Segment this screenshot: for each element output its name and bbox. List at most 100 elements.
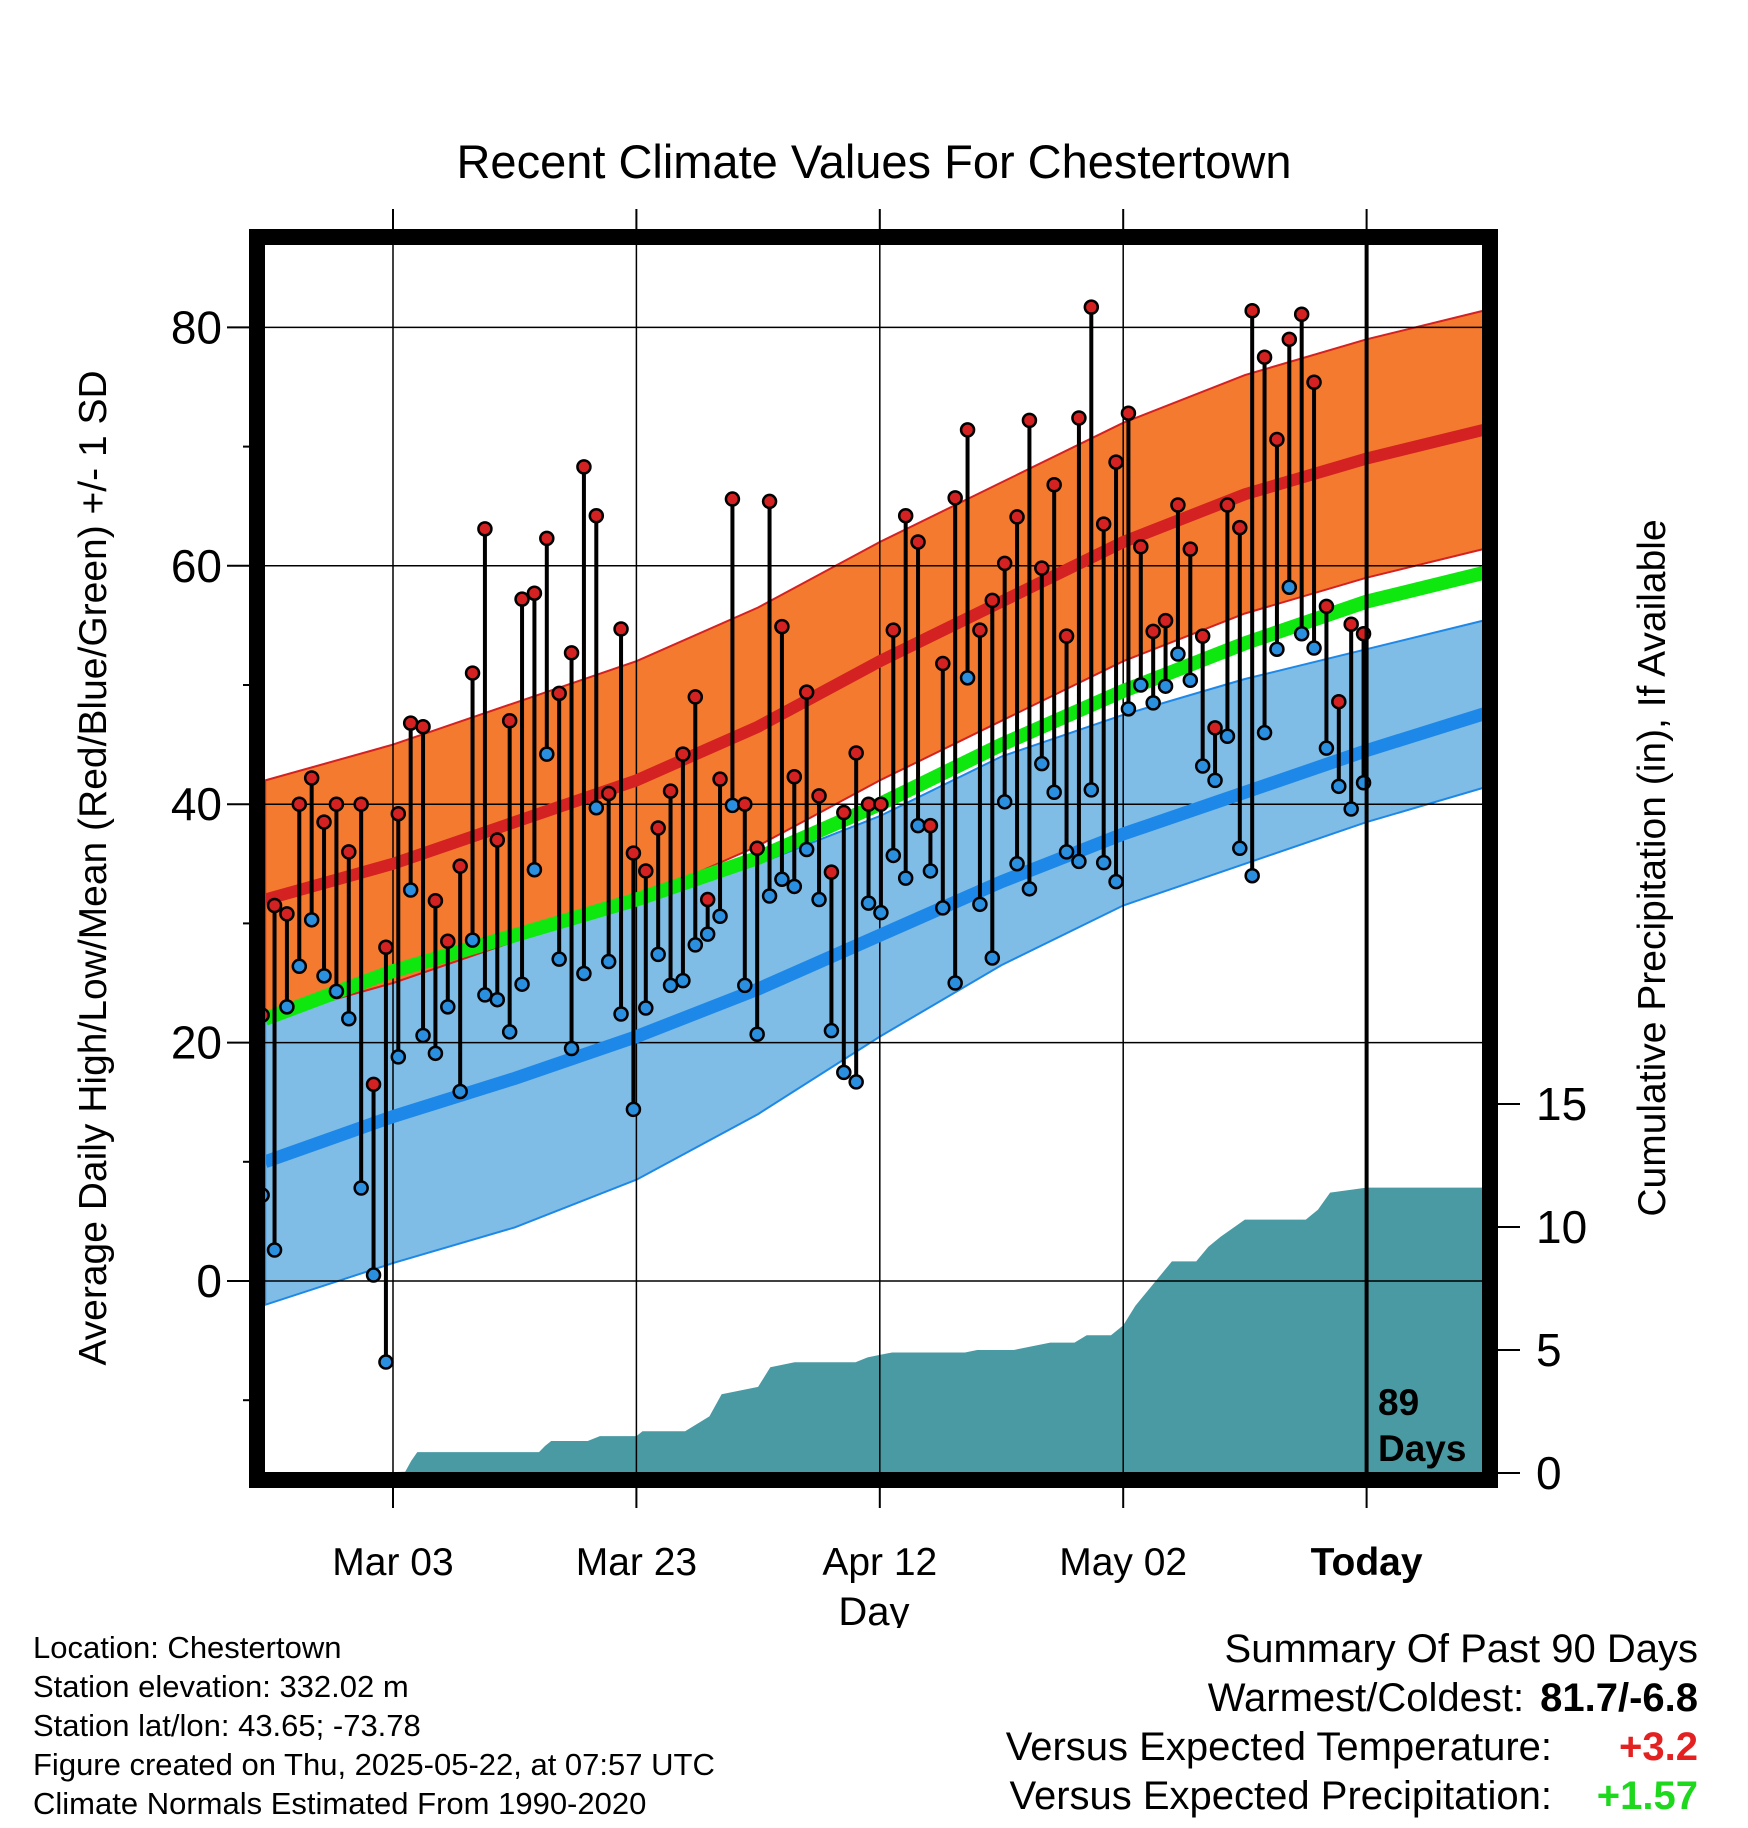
daily-high-point <box>526 585 543 601</box>
daily-low-point <box>1306 640 1322 656</box>
daily-high-point <box>291 796 308 812</box>
daily-low-point <box>279 999 295 1015</box>
summary-warm-cold-row: Warmest/Coldest: 81.7/-6.8 <box>1006 1674 1698 1723</box>
daily-high-point <box>1170 497 1186 513</box>
daily-low-point <box>563 1040 580 1057</box>
normal-low-line <box>265 707 1482 1168</box>
daily-high-point <box>1071 410 1087 426</box>
daily-low-point <box>539 746 555 762</box>
daily-high-point <box>613 621 629 637</box>
daily-low-point <box>848 1074 864 1090</box>
precipitation-area <box>397 1187 1482 1472</box>
daily-low-point <box>1083 782 1100 798</box>
y2-axis-label: Cumulative Precipitation (in), If Availa… <box>1631 519 1674 1216</box>
daily-high-point <box>1194 628 1211 644</box>
chart-title: Recent Climate Values For Chestertown <box>456 135 1291 188</box>
daily-low-point <box>675 972 691 989</box>
daily-low-point <box>365 1267 382 1283</box>
plot-frame <box>249 229 1498 1488</box>
daily-low-point <box>328 983 345 1000</box>
station-info: Location: Chestertown Station elevation:… <box>33 1628 715 1823</box>
daily-low-point <box>1331 778 1347 795</box>
daily-high-point <box>402 715 419 731</box>
daily-low-point <box>477 987 493 1003</box>
tick-group: 0 20 40 60 80 0 5 10 15 Mar 03 Mar 23 Apr 12 May 02 T… <box>171 209 1587 1584</box>
daily-low-point <box>712 908 728 924</box>
x-tick-label: Today <box>1311 1541 1423 1584</box>
daily-low-point <box>588 800 605 816</box>
daily-high-point <box>1083 299 1100 315</box>
daily-low-point <box>972 896 988 913</box>
daily-high-point <box>1269 431 1285 448</box>
daily-high-point <box>1293 306 1310 323</box>
daily-high-point <box>724 491 741 507</box>
today-days-label: Days <box>1378 1428 1466 1469</box>
summary-title: Summary Of Past 90 Days <box>1224 1627 1698 1671</box>
daily-high-point <box>576 459 592 475</box>
precip-value: +1.57 <box>1596 1774 1698 1818</box>
summary-precip-row: Versus Expected Precipitation: +1.57 <box>1006 1772 1698 1821</box>
daily-low-point <box>1343 801 1359 817</box>
daily-high-point <box>551 685 567 702</box>
daily-low-point <box>687 937 704 953</box>
summary-temp-row: Versus Expected Temperature: +3.2 <box>1006 1723 1698 1772</box>
daily-high-point <box>984 592 1001 609</box>
daily-low-point <box>1269 641 1285 657</box>
daily-low-point <box>303 912 320 928</box>
summary-panel: Summary Of Past 90 Days Warmest/Coldest:… <box>1006 1625 1698 1821</box>
daily-high-point <box>897 507 914 524</box>
daily-low-point <box>600 953 617 970</box>
daily-high-point <box>873 796 889 812</box>
daily-low-point <box>1133 677 1149 693</box>
daily-high-point <box>712 771 728 787</box>
daily-low-point <box>1095 854 1112 871</box>
daily-low-point <box>786 878 803 895</box>
daily-low-point <box>1182 672 1199 688</box>
daily-high-point <box>1120 405 1137 421</box>
x-tick-label: Apr 12 <box>822 1541 937 1584</box>
daily-low-point <box>1244 867 1260 884</box>
daily-high-point <box>1046 476 1062 493</box>
daily-high-point <box>972 622 988 638</box>
daily-high-point <box>539 530 555 547</box>
elevation-text: Station elevation: 332.02 m <box>33 1669 409 1704</box>
warm-cold-value: 81.7/-6.8 <box>1540 1676 1698 1720</box>
daily-low-point <box>897 870 914 886</box>
daily-low-point <box>1207 772 1223 789</box>
daily-high-point <box>477 521 493 537</box>
daily-high-point <box>316 814 332 830</box>
daily-high-point <box>501 713 518 729</box>
daily-high-point <box>1108 454 1124 470</box>
daily-high-point <box>947 490 963 506</box>
daily-low-point <box>1318 740 1335 756</box>
daily-high-point <box>910 534 926 550</box>
daily-high-point <box>1281 331 1298 348</box>
climate-chart: Recent Climate Values For Chestertown 0 2… <box>72 135 1674 1628</box>
daily-low-point <box>737 977 753 994</box>
daily-low-point <box>996 794 1013 810</box>
daily-high-point <box>427 893 444 909</box>
daily-high-point <box>1244 302 1260 319</box>
daily-low-point <box>514 976 530 992</box>
normals-text: Climate Normals Estimated From 1990-2020 <box>33 1786 647 1821</box>
daily-low-point <box>1046 784 1062 801</box>
daily-high-point <box>265 1007 270 1023</box>
daily-low-point <box>427 1045 444 1062</box>
daily-high-point <box>638 863 654 879</box>
daily-high-point <box>1009 509 1025 525</box>
daily-high-point <box>279 906 295 922</box>
daily-high-point <box>303 770 320 786</box>
daily-high-point <box>1095 516 1112 532</box>
y2-tick-label: 5 <box>1536 1324 1562 1376</box>
daily-low-point <box>823 1022 840 1039</box>
daily-high-point <box>737 796 753 812</box>
daily-low-point <box>699 926 716 942</box>
x-tick-label: May 02 <box>1059 1541 1187 1584</box>
daily-low-point <box>761 888 778 904</box>
temp-label: Versus Expected Temperature: <box>1005 1725 1552 1769</box>
daily-high-point <box>464 665 481 681</box>
daily-low-point <box>291 958 308 975</box>
daily-low-point <box>1108 873 1124 890</box>
daily-low-point <box>662 977 679 994</box>
x-tick-label: Mar 23 <box>576 1541 697 1584</box>
